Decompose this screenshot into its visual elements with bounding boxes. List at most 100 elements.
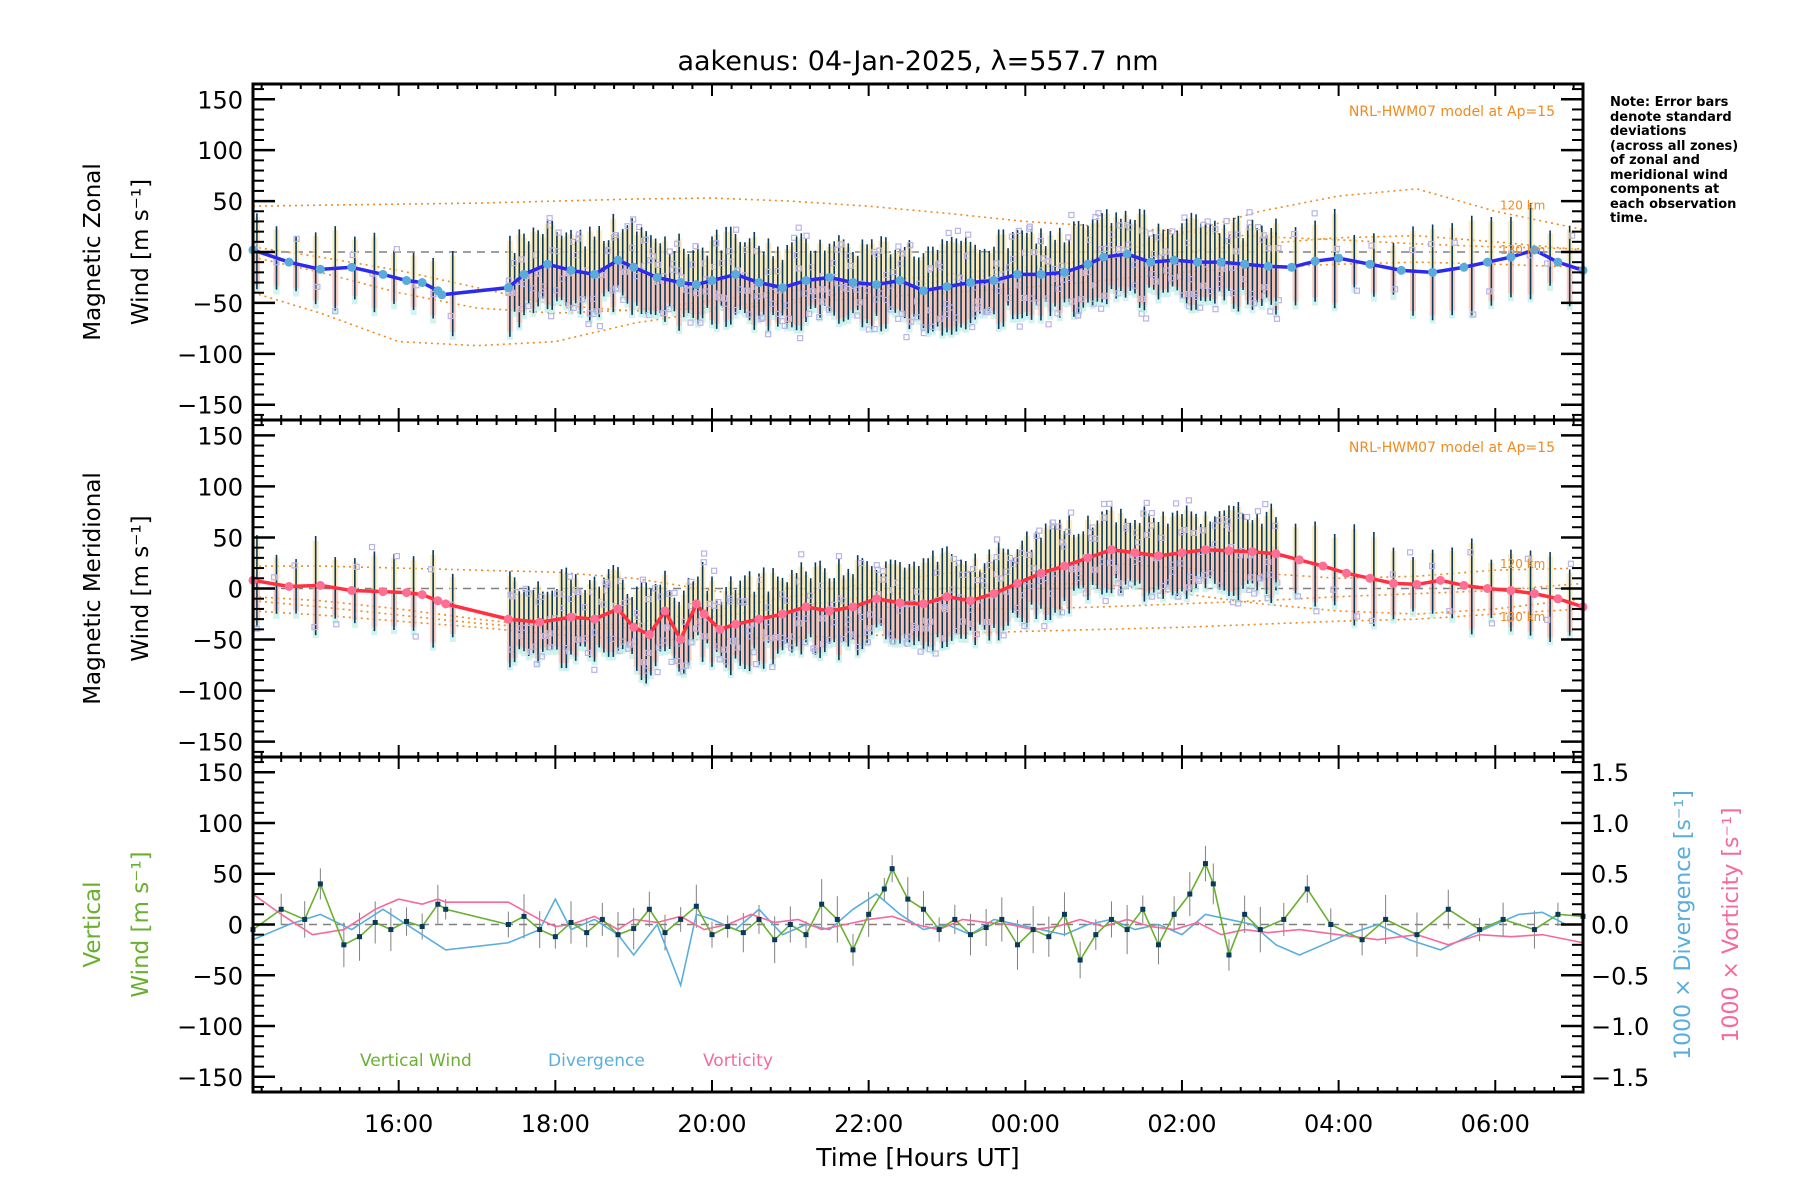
mean-wind-marker (1169, 255, 1179, 265)
mean-wind-marker (871, 594, 881, 604)
vertical-wind-marker (678, 916, 684, 922)
zone-sample-marker (973, 630, 981, 638)
zone-sample-marker (871, 325, 878, 333)
series-line-vorticity (252, 893, 1584, 946)
zone-sample-marker (914, 314, 921, 321)
observation-band (1174, 287, 1181, 296)
vertical-wind-marker (599, 916, 605, 922)
vertical-wind-marker (1359, 937, 1365, 943)
zone-sample-marker (1254, 508, 1262, 515)
mean-wind-marker (284, 581, 294, 591)
zone-sample-marker (1185, 584, 1192, 591)
observation-band (1061, 299, 1068, 308)
zone-sample-marker (997, 575, 1004, 582)
zone-sample-marker (1200, 282, 1207, 289)
zone-sample-marker (594, 308, 601, 315)
zone-sample-marker (1406, 549, 1414, 556)
vertical-wind-marker (1171, 911, 1177, 917)
vertical-wind-marker (505, 922, 511, 927)
vertical-wind-marker (834, 916, 840, 922)
zone-sample-marker (1524, 555, 1531, 562)
observation-band (1075, 585, 1082, 594)
mean-wind-marker (535, 617, 545, 627)
zone-sample-marker (655, 261, 662, 268)
zone-sample-marker (974, 305, 981, 312)
mean-wind-marker (1459, 580, 1469, 590)
zone-sample-marker (566, 573, 574, 580)
observation-band (976, 621, 983, 630)
model-curve-130-km (252, 234, 1584, 314)
mean-wind-marker (433, 596, 443, 606)
y-axis-label-line2: Wind [m s⁻¹] (128, 851, 154, 997)
vertical-wind-marker (1257, 927, 1263, 933)
zone-sample-marker (1262, 501, 1269, 508)
observation-band (535, 302, 542, 311)
mean-wind-marker (1200, 545, 1210, 555)
zone-sample-marker (1368, 617, 1376, 624)
mean-wind-marker (715, 624, 725, 634)
observation-band (1429, 610, 1436, 619)
observation-band (1080, 584, 1087, 593)
zone-sample-marker (1195, 577, 1202, 584)
zone-sample-marker (721, 646, 728, 653)
mean-wind-marker (1106, 545, 1116, 555)
zone-sample-marker (1158, 534, 1165, 541)
vertical-wind-marker (372, 919, 378, 925)
zone-sample-marker (853, 286, 860, 293)
zone-sample-marker (1147, 230, 1154, 237)
chart-title: aakenus: 04-Jan-2025, λ=557.7 nm (677, 46, 1158, 77)
zone-sample-marker (947, 304, 954, 311)
observation-band (831, 311, 838, 320)
zone-sample-marker (974, 576, 981, 584)
right-tick-label: 0.5 (1591, 861, 1629, 889)
zone-sample-marker (1054, 310, 1061, 317)
x-tick-label: 04:00 (1304, 1110, 1373, 1138)
y-tick-label: 50 (212, 188, 243, 216)
zone-sample-marker (1428, 562, 1436, 570)
y-axis-label-line1: Magnetic Meridional (80, 472, 106, 705)
zone-sample-marker (801, 290, 808, 297)
mean-wind-marker (284, 257, 294, 267)
mean-wind-marker (660, 606, 670, 616)
zone-sample-marker (353, 563, 360, 570)
zone-sample-marker (1021, 294, 1028, 302)
vertical-wind-marker (1124, 927, 1130, 933)
observation-band (741, 309, 748, 318)
observation-band (525, 652, 532, 661)
observation-band (1117, 287, 1124, 296)
observation-band (779, 312, 786, 321)
observation-band (680, 313, 687, 322)
zone-sample-marker (993, 554, 1000, 561)
mean-wind-marker (942, 282, 952, 292)
model-130km-label: 130 km (1500, 243, 1545, 257)
zone-sample-marker (293, 235, 300, 242)
y-tick-label: 150 (197, 422, 243, 450)
vertical-wind-marker (302, 916, 308, 922)
zone-sample-marker (927, 618, 934, 625)
observation-band (911, 313, 918, 322)
observation-band (1331, 601, 1338, 610)
vertical-wind-marker (646, 906, 652, 912)
mean-wind-marker (707, 276, 717, 286)
zone-sample-marker (969, 565, 977, 573)
model-120km-label: 120 km (1500, 198, 1545, 212)
zone-sample-marker (1266, 571, 1274, 578)
zone-sample-marker (795, 265, 802, 272)
observation-band (390, 626, 397, 635)
zone-sample-marker (1228, 264, 1236, 271)
series-line-divergence (252, 893, 1583, 989)
vertical-wind-marker (1077, 957, 1083, 963)
observation-band (619, 292, 626, 301)
zone-sample-marker (873, 562, 880, 569)
zone-sample-marker (575, 231, 582, 238)
observation-band (1042, 299, 1049, 308)
zone-sample-marker (734, 644, 741, 651)
zone-sample-marker (1246, 586, 1253, 593)
zone-sample-marker (311, 624, 318, 631)
zone-sample-marker (1185, 497, 1192, 504)
vertical-wind-marker (1531, 927, 1537, 933)
observation-band (1089, 582, 1096, 591)
zone-sample-marker (1330, 586, 1337, 593)
zone-sample-marker (555, 229, 562, 236)
zone-sample-marker (1488, 620, 1496, 627)
